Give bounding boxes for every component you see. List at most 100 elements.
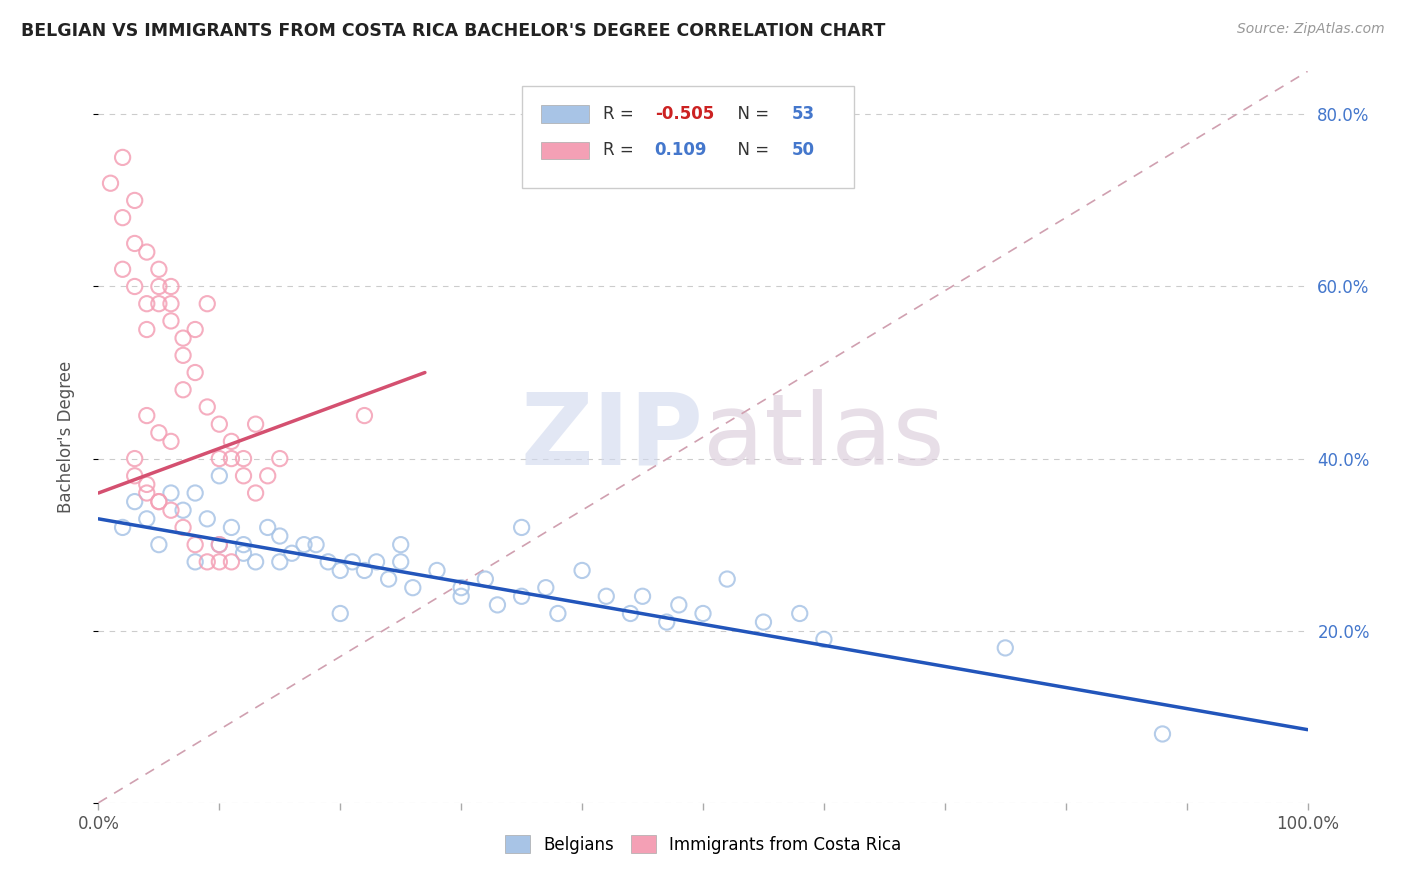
Point [389, 538, 412, 552]
Point [172, 503, 194, 517]
Y-axis label: Bachelor's Degree: Bachelor's Degree [56, 361, 75, 513]
FancyBboxPatch shape [541, 142, 589, 159]
FancyBboxPatch shape [541, 105, 589, 122]
Point [172, 331, 194, 345]
Point [281, 546, 304, 560]
Point [353, 409, 375, 423]
Point [450, 589, 472, 603]
Point [184, 538, 207, 552]
Text: N =: N = [727, 104, 775, 123]
Point [208, 555, 231, 569]
Point [135, 322, 157, 336]
Point [124, 236, 146, 251]
Point [148, 538, 170, 552]
Point [160, 314, 183, 328]
Point [160, 486, 183, 500]
Point [789, 607, 811, 621]
Text: 50: 50 [792, 141, 814, 160]
Point [631, 589, 654, 603]
Point [221, 520, 243, 534]
Point [256, 520, 278, 534]
Point [111, 150, 134, 164]
Point [716, 572, 738, 586]
Point [184, 486, 207, 500]
Point [292, 538, 315, 552]
Point [148, 494, 170, 508]
Point [534, 581, 557, 595]
Point [474, 572, 496, 586]
Point [619, 607, 641, 621]
Point [124, 494, 146, 508]
Point [124, 468, 146, 483]
Point [329, 564, 352, 578]
Point [208, 417, 231, 432]
Text: ZIP: ZIP [520, 389, 703, 485]
Point [160, 279, 183, 293]
Point [329, 607, 352, 621]
Point [813, 632, 835, 647]
Point [195, 512, 218, 526]
Point [221, 434, 243, 449]
Point [172, 383, 194, 397]
Point [148, 262, 170, 277]
Point [668, 598, 690, 612]
Point [221, 555, 243, 569]
Point [195, 400, 218, 414]
Point [124, 194, 146, 208]
Point [450, 581, 472, 595]
Point [486, 598, 509, 612]
Text: 53: 53 [792, 104, 814, 123]
Point [184, 322, 207, 336]
Point [571, 564, 593, 578]
Point [305, 538, 328, 552]
Point [245, 555, 267, 569]
Point [221, 451, 243, 466]
Point [160, 296, 183, 310]
Point [111, 262, 134, 277]
Point [148, 494, 170, 508]
Legend: Belgians, Immigrants from Costa Rica: Belgians, Immigrants from Costa Rica [498, 829, 908, 860]
Point [160, 503, 183, 517]
Point [655, 615, 678, 629]
Point [135, 477, 157, 491]
Point [1152, 727, 1174, 741]
Point [208, 538, 231, 552]
Point [269, 451, 291, 466]
Point [377, 572, 399, 586]
Point [547, 607, 569, 621]
Point [100, 176, 122, 190]
Point [232, 451, 254, 466]
Point [148, 279, 170, 293]
Point [195, 555, 218, 569]
Point [135, 296, 157, 310]
FancyBboxPatch shape [522, 86, 855, 188]
Point [111, 520, 134, 534]
Point [135, 409, 157, 423]
Point [124, 279, 146, 293]
Text: N =: N = [727, 141, 775, 160]
Point [195, 296, 218, 310]
Point [366, 555, 388, 569]
Text: 0.109: 0.109 [655, 141, 707, 160]
Point [232, 546, 254, 560]
Point [184, 366, 207, 380]
Point [172, 520, 194, 534]
Text: atlas: atlas [703, 389, 945, 485]
Point [510, 589, 533, 603]
Text: -0.505: -0.505 [655, 104, 714, 123]
Point [692, 607, 714, 621]
Point [160, 434, 183, 449]
Point [510, 520, 533, 534]
Point [256, 468, 278, 483]
Point [111, 211, 134, 225]
Point [389, 555, 412, 569]
Point [232, 468, 254, 483]
Point [426, 564, 449, 578]
Point [172, 348, 194, 362]
Point [316, 555, 339, 569]
Text: Source: ZipAtlas.com: Source: ZipAtlas.com [1237, 22, 1385, 37]
Text: R =: R = [603, 104, 638, 123]
Point [342, 555, 364, 569]
Point [245, 417, 267, 432]
Point [595, 589, 617, 603]
